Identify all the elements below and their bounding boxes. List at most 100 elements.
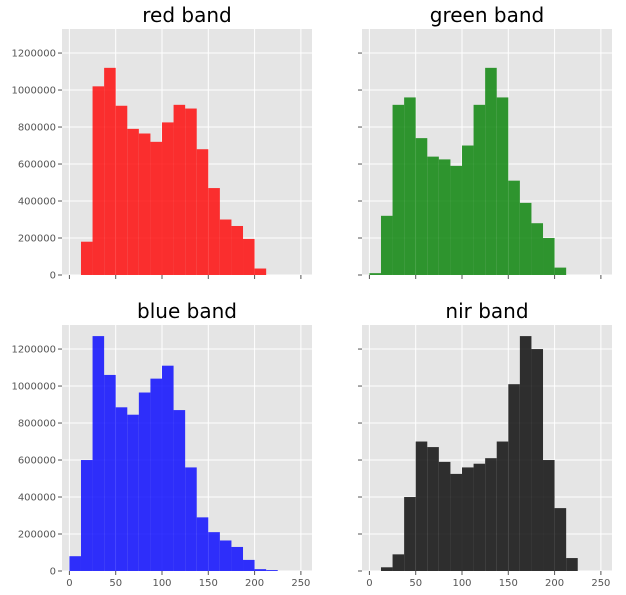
y-tick-label: 600000 xyxy=(18,160,56,171)
histogram-bar xyxy=(115,407,128,571)
x-tick-label: 200 xyxy=(245,578,264,589)
histogram-bar xyxy=(208,188,220,275)
y-tick-label: 1000000 xyxy=(11,382,56,393)
histogram-bar xyxy=(138,392,151,571)
subplot-blue-band: 0 200000 400000 600000 800000 1000000 1200000 0… xyxy=(11,299,312,589)
histogram-bar xyxy=(392,104,405,275)
histogram-bar xyxy=(231,546,244,571)
y-tick-label: 800000 xyxy=(18,123,56,134)
histogram-bar xyxy=(415,441,428,571)
histogram-bar xyxy=(554,267,567,275)
x-tick-label: 50 xyxy=(109,578,122,589)
histogram-bar xyxy=(173,104,186,275)
x-tick-label: 100 xyxy=(152,578,171,589)
subplot-nir-band: 0 50 100 150 200 250 nir band xyxy=(358,299,612,589)
y-tick-label: 200000 xyxy=(18,530,56,541)
subplot-title: blue band xyxy=(137,299,237,323)
histogram-bar xyxy=(496,441,509,571)
histogram-bar xyxy=(173,410,186,571)
subplot-title: green band xyxy=(430,3,544,27)
histogram-bar xyxy=(150,378,162,571)
histogram-bar xyxy=(127,414,139,571)
histogram-bar xyxy=(519,202,532,275)
histogram-bar xyxy=(496,97,509,275)
y-tick-label: 400000 xyxy=(18,197,56,208)
histogram-bar xyxy=(104,374,116,571)
x-tick-label: 100 xyxy=(452,578,471,589)
x-tick-label: 150 xyxy=(499,578,518,589)
subplot-red-band: 0 200000 400000 600000 800000 1000000 1200000 r… xyxy=(11,3,312,282)
x-tick-label: 250 xyxy=(591,578,610,589)
histogram-bar xyxy=(473,104,486,275)
histogram-bar xyxy=(566,558,578,571)
histogram-bar xyxy=(196,149,209,275)
histogram-bar xyxy=(380,567,393,571)
x-tick-label: 0 xyxy=(66,578,72,589)
histogram-bar xyxy=(127,128,139,275)
x-tick-label: 50 xyxy=(409,578,422,589)
histogram-bar xyxy=(543,238,555,275)
histogram-bar xyxy=(185,108,197,275)
x-tick-label: 200 xyxy=(545,578,564,589)
histogram-bar xyxy=(554,508,567,571)
histogram-bar xyxy=(485,458,497,571)
y-tick-label: 0 xyxy=(50,271,56,282)
histogram-bar xyxy=(266,570,278,571)
subplot-title: red band xyxy=(142,3,231,27)
histogram-bar xyxy=(508,384,520,571)
x-tick-label: 150 xyxy=(199,578,218,589)
histogram-bar xyxy=(404,497,416,571)
histogram-bar xyxy=(462,467,474,571)
histogram-bar xyxy=(185,467,197,571)
histogram-bar xyxy=(438,461,451,571)
histogram-bar xyxy=(531,349,544,571)
histogram-bar xyxy=(92,336,105,571)
histogram-bar xyxy=(138,133,151,275)
histogram-bar xyxy=(80,241,93,275)
histogram-bar xyxy=(243,559,255,571)
histogram-bar xyxy=(243,238,255,275)
histogram-bar xyxy=(519,336,532,571)
histogram-bar xyxy=(438,159,451,275)
y-tick-label: 800000 xyxy=(18,419,56,430)
y-tick-label: 0 xyxy=(50,567,56,578)
y-tick-label: 1000000 xyxy=(11,86,56,97)
y-tick-label: 600000 xyxy=(18,456,56,467)
histogram-bar xyxy=(80,460,93,571)
histogram-bar xyxy=(115,105,128,275)
histogram-bar xyxy=(208,532,220,571)
histogram-bar xyxy=(404,97,416,275)
y-tick-label: 1200000 xyxy=(11,345,56,356)
histogram-bar xyxy=(473,463,486,571)
histogram-bar xyxy=(254,268,267,275)
histogram-bar xyxy=(508,180,520,275)
y-tick-label: 1200000 xyxy=(11,49,56,60)
histogram-bar xyxy=(104,67,116,275)
histogram-bar xyxy=(162,122,174,276)
histogram-bar xyxy=(162,365,174,571)
histogram-bar xyxy=(150,141,162,275)
histogram-bar xyxy=(450,473,462,571)
histogram-bar xyxy=(543,460,555,571)
histogram-bar xyxy=(392,554,405,571)
subplot-title: nir band xyxy=(445,299,528,323)
histogram-bar xyxy=(531,223,544,275)
histogram-bar xyxy=(380,215,393,275)
histogram-bar xyxy=(254,569,267,571)
y-tick-label: 200000 xyxy=(18,234,56,245)
histogram-bar xyxy=(485,67,497,275)
subplot-green-band: green band xyxy=(358,3,612,279)
x-tick-label: 0 xyxy=(366,578,372,589)
histogram-bar xyxy=(92,86,105,275)
histogram-bar xyxy=(450,165,462,275)
histogram-bar xyxy=(415,138,428,275)
histogram-bar xyxy=(69,556,81,571)
histogram-bar xyxy=(427,156,439,275)
histogram-bar xyxy=(196,517,209,571)
histogram-bar xyxy=(462,145,474,275)
y-tick-label: 400000 xyxy=(18,493,56,504)
histogram-bar xyxy=(219,540,232,571)
x-tick-label: 250 xyxy=(291,578,310,589)
histogram-bar xyxy=(219,219,232,275)
